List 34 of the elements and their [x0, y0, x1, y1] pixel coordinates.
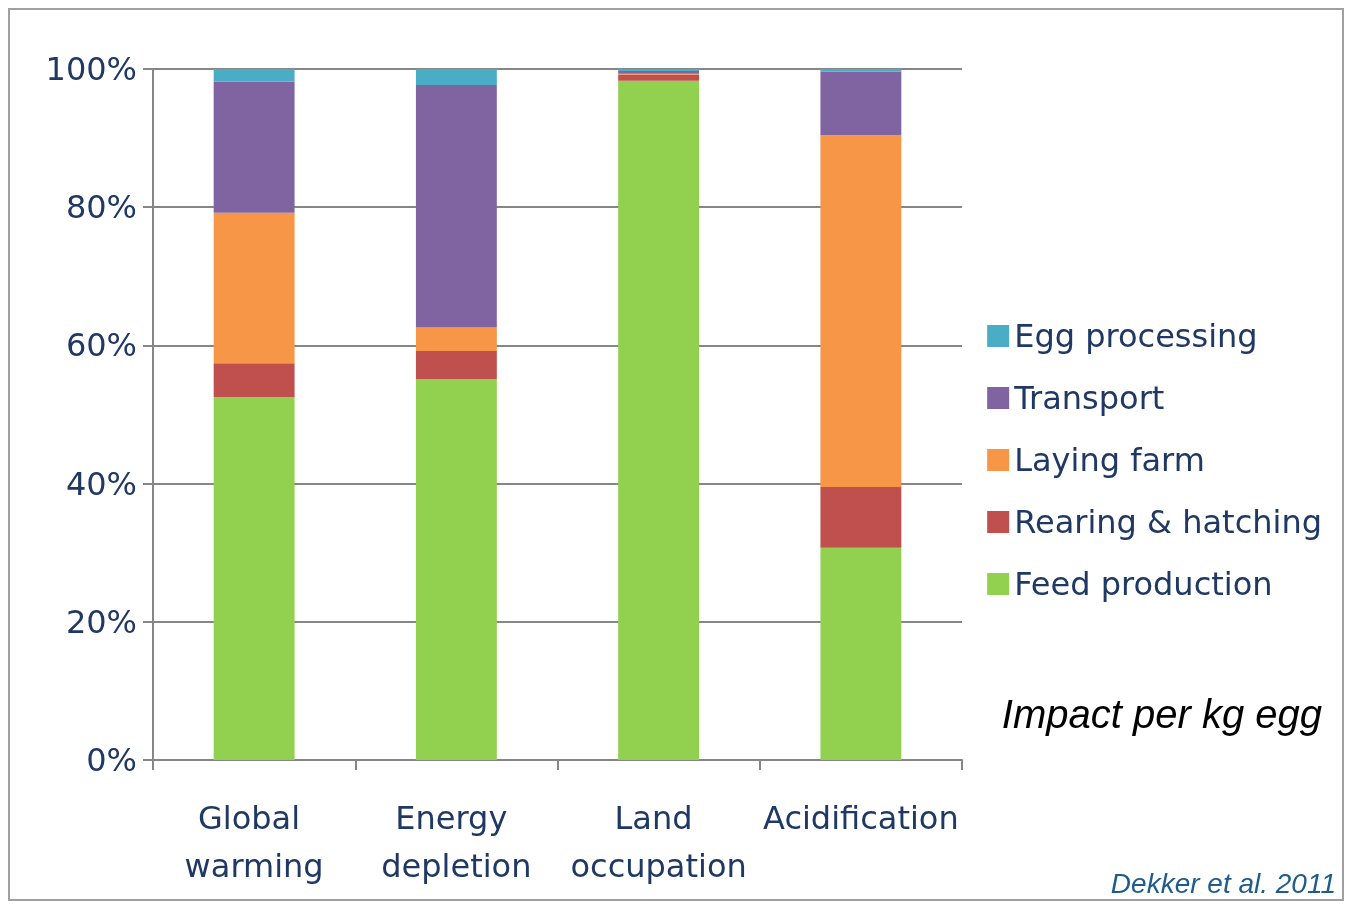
y-tick-label: 60%	[65, 326, 137, 365]
bar	[820, 71, 902, 136]
legend-label: Feed production	[1014, 565, 1273, 603]
bar	[618, 74, 700, 81]
y-tick-label: 100%	[45, 50, 137, 88]
x-tick-label: Energy depletion	[381, 799, 532, 885]
bar	[415, 84, 497, 328]
text: Dekker et al. 2011	[1110, 867, 1337, 899]
legend-label: Egg processing	[1014, 317, 1258, 355]
y-tick-label: 20%	[65, 602, 137, 641]
y-tick-label: 40%	[65, 464, 137, 503]
bar	[820, 135, 902, 488]
legend-label: Laying farm	[1014, 441, 1205, 479]
bar	[213, 212, 295, 364]
bar	[213, 397, 295, 760]
bar	[820, 69, 902, 72]
x-tick-label: Global warming	[184, 799, 324, 885]
y-tick-label: 0%	[86, 741, 137, 779]
bar	[415, 327, 497, 351]
bar	[820, 487, 902, 548]
bar	[213, 69, 295, 82]
legend-label: Transport	[1013, 379, 1165, 417]
bar	[618, 80, 700, 760]
bar	[415, 350, 497, 380]
bar	[213, 363, 295, 398]
x-tick-label: Acidification	[763, 799, 959, 837]
bar	[415, 69, 497, 85]
y-tick-label: 80%	[65, 188, 137, 227]
legend-label: Rearing & hatching	[1014, 503, 1322, 541]
bar	[415, 379, 497, 760]
bar	[213, 81, 295, 213]
x-tick-label: Land occupation	[570, 799, 747, 885]
text: Impact per kg egg	[1001, 692, 1323, 736]
bar	[820, 547, 902, 760]
